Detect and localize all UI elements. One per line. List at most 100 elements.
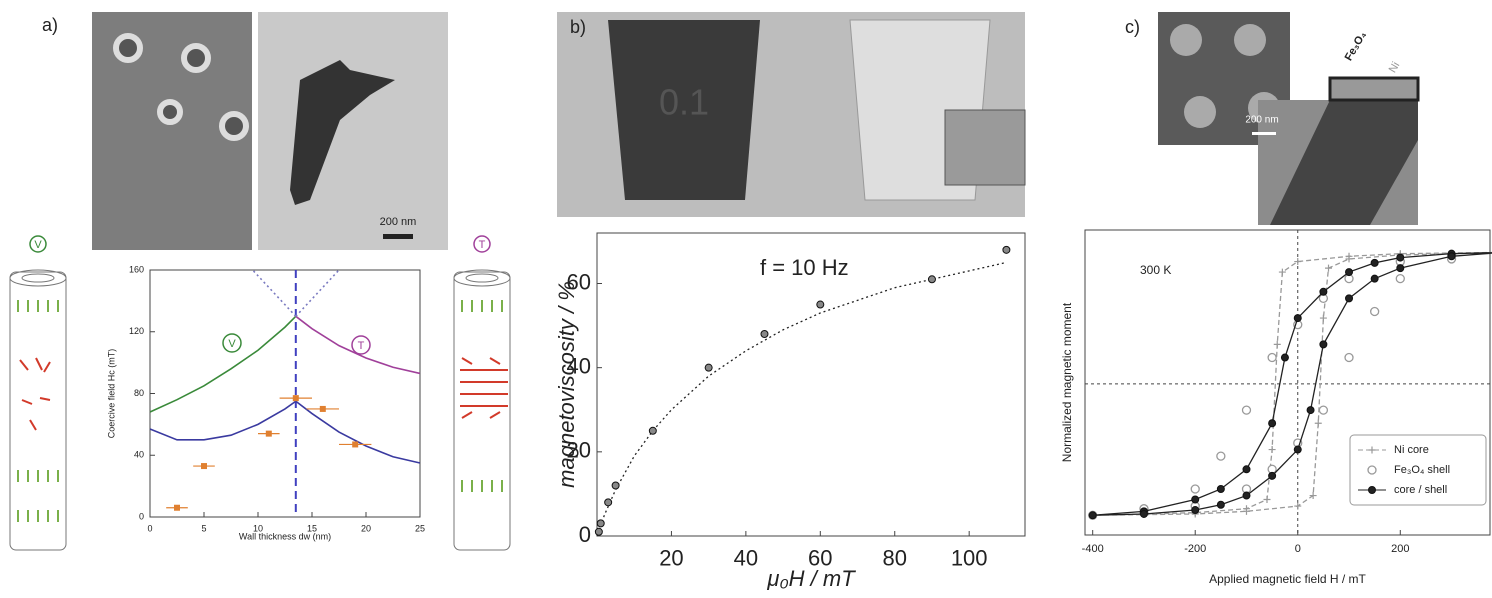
annotation: 300 K	[1140, 263, 1171, 277]
data-point	[649, 427, 656, 434]
data-point	[1346, 295, 1353, 302]
x-tick-label: 40	[734, 546, 758, 571]
data-point	[1140, 510, 1147, 517]
data-point	[1192, 496, 1199, 503]
data-point	[174, 505, 180, 511]
charts: 051015202504080120160Wall thickness dw (…	[106, 230, 1492, 591]
data-point	[1281, 354, 1288, 361]
data-point	[320, 406, 326, 412]
y-tick-label: 0	[579, 522, 591, 547]
data-point	[1268, 354, 1276, 362]
x-tick-label: 80	[882, 546, 906, 571]
data-point	[1243, 466, 1250, 473]
data-point	[817, 301, 824, 308]
data-point	[1345, 354, 1353, 362]
data-point	[1371, 259, 1378, 266]
data-point	[1217, 452, 1225, 460]
x-tick-label: 100	[951, 546, 988, 571]
vial-label: 0.1	[659, 82, 709, 123]
legend-label: Ni core	[1394, 444, 1429, 456]
x-tick-label: 20	[659, 546, 683, 571]
layer-sketch	[1330, 78, 1418, 100]
schematic-label: V	[34, 239, 42, 251]
x-tick-label: 5	[201, 523, 206, 533]
legend-marker	[1369, 487, 1376, 494]
data-point	[1269, 446, 1276, 453]
data-point	[1371, 275, 1378, 282]
schematic-label: T	[479, 239, 486, 251]
data-point	[1346, 269, 1353, 276]
legend-marker	[1368, 466, 1376, 474]
y-axis-label: Normalized magnetic moment	[1060, 302, 1074, 462]
x-tick-label: 200	[1391, 543, 1409, 555]
y-tick-label: 0	[139, 511, 144, 521]
series-line	[253, 270, 296, 316]
data-point	[1294, 315, 1301, 322]
chart: -400-2000200Applied magnetic field H / m…	[1060, 230, 1492, 586]
data-point	[1263, 496, 1270, 503]
data-point	[928, 276, 935, 283]
data-point	[1294, 503, 1301, 510]
x-axis-label: Wall thickness dw (nm)	[239, 531, 331, 541]
data-point	[1269, 420, 1276, 427]
panel-label: a)	[42, 15, 58, 35]
data-point	[1397, 265, 1404, 272]
tem-photo	[258, 12, 448, 250]
x-tick-label: 25	[415, 523, 425, 533]
shell-label: Fe₃O₄	[1343, 29, 1369, 62]
chart: 204060801000204060μ₀H / mTmagnetoviscosi…	[554, 233, 1025, 591]
data-point	[1217, 485, 1224, 492]
data-point	[1269, 472, 1276, 479]
scale-label: 200 nm	[380, 216, 417, 228]
data-point	[1242, 406, 1250, 414]
y-tick-label: 40	[134, 450, 144, 460]
data-point	[612, 482, 619, 489]
panel-label: c)	[1125, 17, 1140, 37]
y-axis-label: magnetoviscosity / %	[554, 281, 579, 488]
data-point	[1448, 253, 1455, 260]
data-point	[1217, 501, 1224, 508]
data-point	[1320, 341, 1327, 348]
magnet	[945, 110, 1025, 185]
data-point	[1315, 420, 1322, 427]
series-line	[150, 316, 296, 412]
data-point	[201, 463, 207, 469]
data-point	[1192, 507, 1199, 514]
data-point	[352, 441, 358, 447]
data-point	[266, 431, 272, 437]
data-point	[1319, 406, 1327, 414]
scale-label: 200 nm	[1245, 115, 1278, 126]
data-point	[1325, 265, 1332, 272]
x-tick-label: 0	[147, 523, 152, 533]
annotation: V	[228, 338, 236, 350]
data-point	[1294, 446, 1301, 453]
data-point	[1396, 275, 1404, 283]
core-label: Ni	[1387, 60, 1403, 75]
y-tick-label: 160	[129, 264, 144, 274]
data-point	[1003, 246, 1010, 253]
legend-label: Fe₃O₄ shell	[1394, 464, 1450, 476]
data-point	[761, 331, 768, 338]
data-point	[1089, 512, 1096, 519]
annotation: T	[358, 340, 365, 352]
data-point	[1274, 341, 1281, 348]
x-axis-label: μ₀H / mT	[766, 566, 856, 591]
series-line	[597, 262, 1006, 536]
figure: 200 nm a) V T 0.1 b) 200 nm Fe₃O₄ Ni c) …	[0, 0, 1492, 598]
x-tick-label: -200	[1184, 543, 1206, 555]
data-point	[597, 520, 604, 527]
legend-label: core / shell	[1394, 484, 1447, 496]
scale-bar	[1252, 132, 1276, 135]
data-point	[1320, 315, 1327, 322]
data-point	[293, 395, 299, 401]
data-point	[1307, 407, 1314, 414]
x-axis-label: Applied magnetic field H / mT	[1209, 572, 1366, 586]
x-tick-label: -400	[1082, 543, 1104, 555]
x-tick-label: 20	[361, 523, 371, 533]
data-point	[1320, 288, 1327, 295]
data-point	[605, 499, 612, 506]
cylinder-schematic	[10, 270, 510, 550]
y-tick-label: 80	[134, 388, 144, 398]
page: 200 nm a) V T 0.1 b) 200 nm Fe₃O₄ Ni c) …	[0, 0, 1492, 598]
